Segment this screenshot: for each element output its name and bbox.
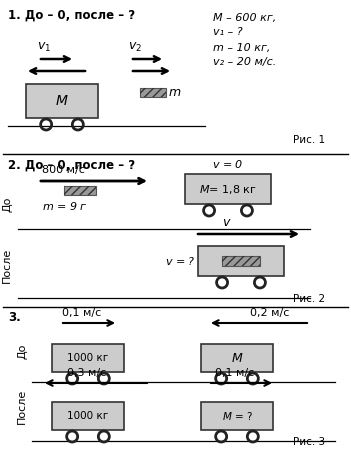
Text: После: После	[2, 248, 12, 283]
Text: После: После	[17, 388, 27, 424]
Text: 0,1 м/с: 0,1 м/с	[215, 368, 254, 378]
FancyBboxPatch shape	[185, 174, 271, 204]
Text: $v$ = ?: $v$ = ?	[165, 255, 196, 267]
Text: $M$ = ?: $M$ = ?	[221, 410, 252, 422]
Text: M: M	[56, 94, 68, 108]
Text: $v_2$: $v_2$	[128, 41, 142, 54]
Text: Рис. 2: Рис. 2	[293, 294, 325, 304]
Text: 1000 кг: 1000 кг	[67, 411, 108, 421]
Text: v₂ – 20 м/с.: v₂ – 20 м/с.	[213, 57, 276, 67]
Text: M – 600 кг,: M – 600 кг,	[213, 13, 276, 23]
FancyBboxPatch shape	[201, 402, 273, 430]
Text: $M$= 1,8 кг: $M$= 1,8 кг	[199, 183, 257, 195]
Text: 1. До – 0, после – ?: 1. До – 0, после – ?	[8, 9, 135, 22]
Bar	[140, 89, 166, 97]
Text: 3.: 3.	[8, 311, 21, 324]
FancyBboxPatch shape	[201, 344, 273, 372]
Text: $v$ = 0: $v$ = 0	[212, 158, 244, 170]
Text: m – 10 кг,: m – 10 кг,	[213, 43, 270, 53]
Text: Рис. 1: Рис. 1	[293, 135, 325, 145]
Text: 2. До – 0, после – ?: 2. До – 0, после – ?	[8, 159, 135, 172]
FancyBboxPatch shape	[52, 402, 124, 430]
Text: 1000 кг: 1000 кг	[67, 353, 108, 363]
FancyBboxPatch shape	[26, 84, 98, 118]
Bar	[222, 256, 260, 266]
Bar	[64, 187, 96, 195]
Text: До: До	[17, 343, 27, 359]
Text: 0,2 м/с: 0,2 м/с	[250, 308, 289, 318]
Text: $m$: $m$	[168, 87, 181, 100]
Text: До: До	[2, 196, 12, 212]
Text: 800 м/с: 800 м/с	[42, 165, 85, 175]
Bar	[140, 89, 166, 97]
Text: Рис. 3: Рис. 3	[293, 437, 325, 447]
Text: $m$ = 9 г: $m$ = 9 г	[42, 200, 88, 212]
FancyBboxPatch shape	[198, 246, 284, 276]
Bar	[64, 187, 96, 195]
Text: 0,1 м/с: 0,1 м/с	[62, 308, 101, 318]
Text: v₁ – ?: v₁ – ?	[213, 27, 243, 37]
Text: $M$: $M$	[231, 351, 243, 365]
Text: 0,3 м/с: 0,3 м/с	[67, 368, 106, 378]
FancyBboxPatch shape	[52, 344, 124, 372]
Text: $v$: $v$	[222, 216, 232, 229]
Text: $v_1$: $v_1$	[37, 41, 51, 54]
Bar	[222, 256, 260, 266]
